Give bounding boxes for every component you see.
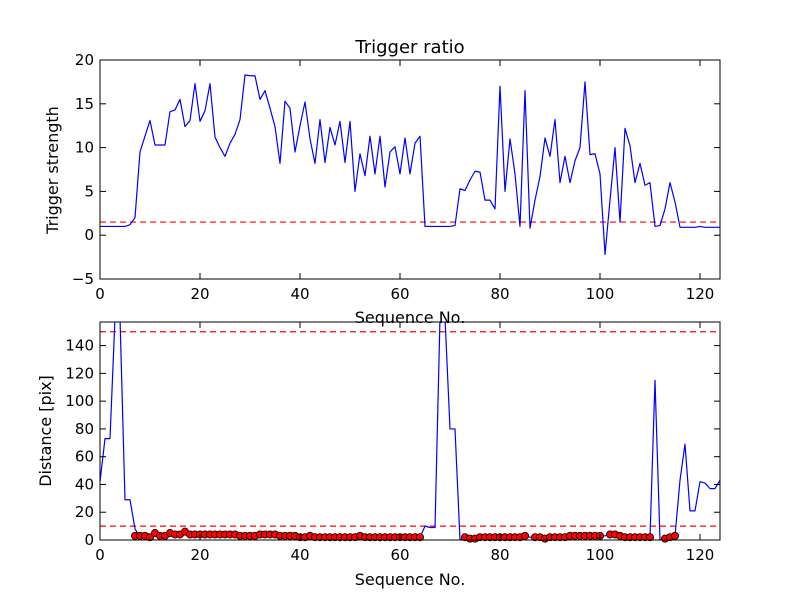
bottom-y-tick-label: 140: [65, 337, 94, 355]
bottom-y-tick-label: 60: [75, 448, 94, 466]
top-y-tick-label: 10: [75, 139, 94, 157]
top-x-axis-label: Sequence No.: [355, 308, 466, 327]
bottom-x-tick-label: 80: [490, 546, 509, 564]
bottom-data-marker: [671, 531, 680, 540]
bottom-x-axis-label: Sequence No.: [355, 570, 466, 589]
top-y-tick-label: −5: [72, 270, 94, 288]
top-x-tick-label: 40: [290, 285, 309, 303]
top-x-tick-label: 20: [190, 285, 209, 303]
bottom-axes-frame: [99, 321, 721, 541]
top-plot-area: [100, 74, 720, 256]
bottom-y-tick-label: 0: [84, 531, 94, 549]
bottom-x-tick-label: 60: [390, 546, 409, 564]
top-y-tick-label: 5: [84, 182, 94, 200]
bottom-x-tick-label: 100: [586, 546, 615, 564]
bottom-series-line-0: [100, 322, 720, 540]
bottom-y-tick-label: 80: [75, 420, 94, 438]
top-series-line-0: [100, 74, 720, 256]
bottom-y-tick-label: 40: [75, 475, 94, 493]
bottom-y-tick-label: 120: [65, 364, 94, 382]
bottom-y-tick-label: 100: [65, 392, 94, 410]
top-y-tick-label: 0: [84, 226, 94, 244]
bottom-x-tick-label: 120: [686, 546, 715, 564]
bottom-data-marker: [646, 533, 655, 542]
top-axes-frame: [99, 59, 721, 280]
bottom-y-axis-label: Distance [pix]: [36, 375, 55, 487]
top-x-tick-label: 80: [490, 285, 509, 303]
top-x-tick-label: 60: [390, 285, 409, 303]
bottom-plot-area: [100, 322, 720, 540]
top-x-tick-label: 100: [586, 285, 615, 303]
bottom-data-marker: [415, 533, 424, 542]
top-y-tick-label: 15: [75, 95, 94, 113]
bottom-x-tick-label: 20: [190, 546, 209, 564]
top-y-axis-label: Trigger strength: [43, 106, 62, 235]
bottom-x-tick-label: 0: [95, 546, 105, 564]
bottom-x-tick-label: 40: [290, 546, 309, 564]
top-y-tick-label: 20: [75, 51, 94, 69]
chart-title: Trigger ratio: [354, 37, 464, 58]
bottom-data-marker: [521, 531, 530, 540]
top-x-tick-label: 120: [686, 285, 715, 303]
bottom-y-tick-label: 20: [75, 503, 94, 521]
top-x-tick-label: 0: [95, 285, 105, 303]
distance-panel: 0 20 40 60 80 100 120 0 20 40 60 80 100 120 140: [65, 321, 721, 564]
